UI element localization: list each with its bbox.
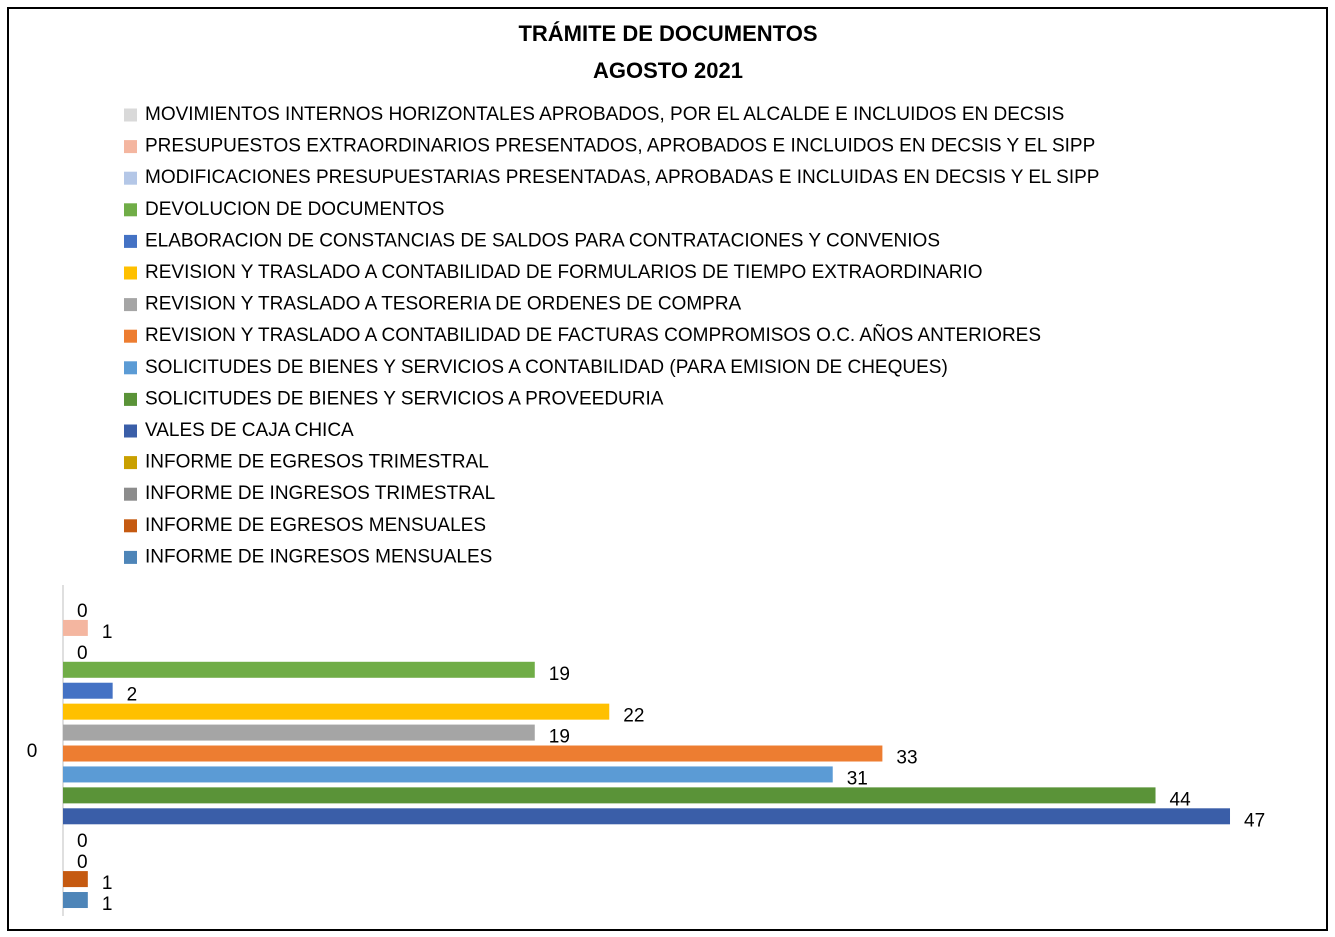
bar (63, 619, 88, 636)
data-label: 44 (1170, 789, 1192, 810)
data-label: 31 (847, 768, 868, 789)
bar (63, 808, 1231, 825)
legend-label: INFORME DE EGRESOS MENSUALES (145, 515, 486, 536)
legend-label: MOVIMIENTOS INTERNOS HORIZONTALES APROBA… (145, 104, 1064, 125)
bar (63, 661, 535, 678)
chart-subtitle: AGOSTO 2021 (593, 58, 743, 83)
legend-swatch (124, 266, 137, 280)
legend-label: VALES DE CAJA CHICA (145, 420, 354, 441)
data-label: 1 (102, 873, 113, 894)
legend-label: INFORME DE INGRESOS MENSUALES (145, 546, 492, 567)
legend-label: REVISION Y TRASLADO A TESORERIA DE ORDEN… (145, 294, 742, 315)
data-label: 0 (77, 643, 88, 664)
y-tick-label: 0 (27, 741, 38, 762)
data-label: 19 (549, 664, 570, 685)
chart-title: TRÁMITE DE DOCUMENTOS (518, 21, 817, 46)
legend-label: INFORME DE INGRESOS TRIMESTRAL (145, 483, 495, 504)
legend-swatch (124, 140, 137, 154)
legend-label: MODIFICACIONES PRESUPUESTARIAS PRESENTAD… (145, 167, 1099, 188)
legend-swatch (124, 487, 137, 501)
legend-label: SOLICITUDES DE BIENES Y SERVICIOS A PROV… (145, 388, 664, 409)
legend-swatch (124, 108, 137, 122)
legend-swatch (124, 203, 137, 217)
bar (63, 703, 610, 720)
legend-swatch (124, 550, 137, 564)
legend-label: REVISION Y TRASLADO A CONTABILIDAD DE FO… (145, 262, 983, 283)
data-label: 33 (896, 748, 917, 769)
legend-swatch (124, 519, 137, 533)
bar (63, 745, 883, 762)
bar (63, 724, 535, 741)
legend-label: PRESUPUESTOS EXTRAORDINARIOS PRESENTADOS… (145, 136, 1095, 157)
legend-swatch (124, 361, 137, 375)
legend-swatch (124, 329, 137, 343)
legend-swatch (124, 456, 137, 470)
legend-label: SOLICITUDES DE BIENES Y SERVICIOS A CONT… (145, 357, 948, 378)
bar (63, 892, 88, 909)
legend-label: INFORME DE EGRESOS TRIMESTRAL (145, 452, 489, 473)
data-label: 0 (77, 601, 88, 622)
legend-swatch (124, 234, 137, 248)
legend-label: ELABORACION DE CONSTANCIAS DE SALDOS PAR… (145, 230, 940, 251)
bar (63, 766, 833, 783)
legend-swatch (124, 298, 137, 312)
legend-swatch (124, 424, 137, 438)
data-label: 22 (623, 706, 644, 727)
legend-label: REVISION Y TRASLADO A CONTABILIDAD DE FA… (145, 324, 1041, 346)
bar (63, 787, 1156, 804)
data-label: 47 (1244, 810, 1265, 831)
legend-swatch (124, 171, 137, 185)
data-label: 1 (102, 622, 113, 643)
data-label: 0 (77, 831, 88, 852)
bar (63, 871, 88, 888)
data-label: 2 (127, 685, 138, 706)
legend-label: DEVOLUCION DE DOCUMENTOS (145, 199, 444, 220)
bar (63, 682, 113, 699)
data-label: 0 (77, 852, 88, 873)
legend-swatch (124, 392, 137, 406)
data-label: 19 (549, 727, 570, 748)
data-label: 1 (102, 894, 113, 915)
